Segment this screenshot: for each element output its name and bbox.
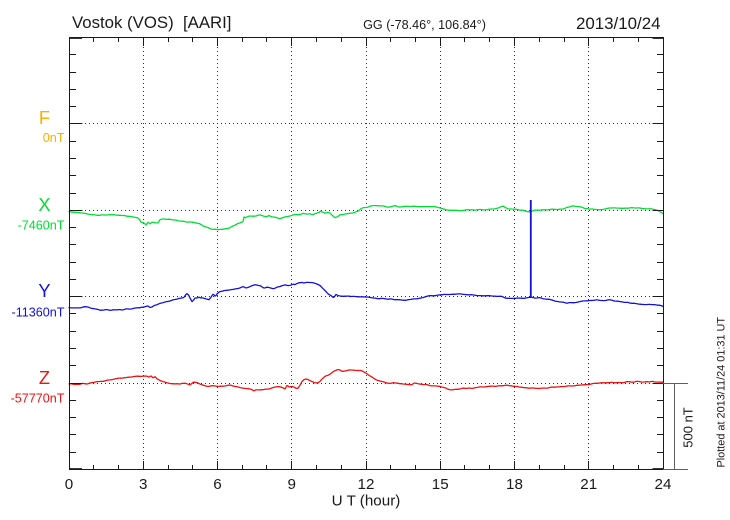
svg-text:Vostok (VOS) [AARI]: Vostok (VOS) [AARI] bbox=[72, 13, 231, 32]
svg-text:-7460nT: -7460nT bbox=[18, 219, 65, 233]
svg-text:3: 3 bbox=[139, 476, 147, 493]
svg-text:15: 15 bbox=[432, 476, 449, 493]
svg-text:U T (hour): U T (hour) bbox=[332, 493, 401, 510]
svg-text:X: X bbox=[38, 195, 50, 215]
svg-text:9: 9 bbox=[288, 476, 296, 493]
svg-text:18: 18 bbox=[506, 476, 523, 493]
svg-text:6: 6 bbox=[213, 476, 221, 493]
svg-text:500 nT: 500 nT bbox=[681, 407, 696, 448]
svg-text:0nT: 0nT bbox=[43, 131, 65, 145]
svg-text:2013/10/24: 2013/10/24 bbox=[576, 14, 661, 33]
svg-text:0: 0 bbox=[65, 476, 73, 493]
svg-text:Y: Y bbox=[38, 281, 50, 301]
svg-text:12: 12 bbox=[358, 476, 375, 493]
svg-text:F: F bbox=[39, 108, 50, 128]
svg-text:Plotted at 2013/11/24 01:31 UT: Plotted at 2013/11/24 01:31 UT bbox=[716, 317, 728, 468]
svg-text:21: 21 bbox=[580, 476, 597, 493]
svg-text:24: 24 bbox=[655, 476, 672, 493]
svg-text:GG (-78.46°, 106.84°): GG (-78.46°, 106.84°) bbox=[363, 18, 486, 32]
svg-text:-11360nT: -11360nT bbox=[12, 306, 65, 320]
svg-text:-57770nT: -57770nT bbox=[11, 391, 65, 405]
svg-text:Z: Z bbox=[39, 368, 50, 388]
